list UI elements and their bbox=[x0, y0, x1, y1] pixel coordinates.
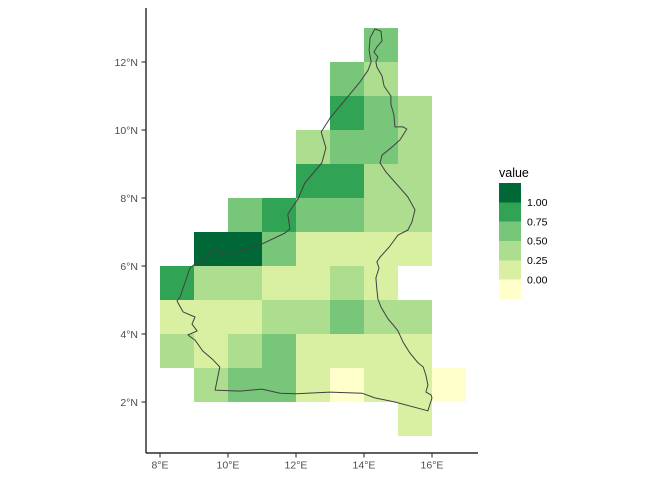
y-tick-label: 12°N bbox=[115, 57, 138, 69]
raster-cell bbox=[330, 62, 364, 96]
raster-cell bbox=[160, 300, 194, 334]
x-tick-label: 12°E bbox=[285, 460, 308, 472]
raster-cell bbox=[364, 232, 398, 266]
y-tick-label: 4°N bbox=[120, 329, 138, 341]
y-axis: 2°N 4°N 6°N 8°N 10°N 12°N bbox=[115, 8, 147, 453]
raster-cell bbox=[330, 232, 364, 266]
raster-cell bbox=[262, 300, 296, 334]
legend-label: 1.00 bbox=[527, 197, 548, 209]
x-tick-label: 10°E bbox=[217, 460, 240, 472]
raster-cell bbox=[296, 164, 330, 198]
legend-label: 0.00 bbox=[527, 274, 548, 286]
legend-key bbox=[499, 183, 521, 203]
raster-cell bbox=[296, 232, 330, 266]
raster-cell bbox=[194, 300, 228, 334]
y-tick-label: 10°N bbox=[115, 125, 138, 137]
x-tick-label: 16°E bbox=[421, 460, 444, 472]
raster-cell bbox=[262, 334, 296, 368]
raster-cell bbox=[194, 232, 228, 266]
legend-label: 0.50 bbox=[527, 236, 548, 248]
raster-cell bbox=[194, 266, 228, 300]
raster-cell bbox=[398, 164, 432, 198]
raster-cell bbox=[228, 266, 262, 300]
raster-cell bbox=[330, 266, 364, 300]
legend-label: 0.25 bbox=[527, 255, 548, 267]
raster-cell bbox=[398, 368, 432, 402]
raster-cell bbox=[330, 96, 364, 130]
raster-cell bbox=[398, 96, 432, 130]
raster-cell bbox=[398, 232, 432, 266]
raster-cell bbox=[296, 334, 330, 368]
raster-cell bbox=[262, 266, 296, 300]
raster-cell bbox=[364, 266, 398, 300]
legend-key bbox=[499, 221, 521, 241]
raster-cell bbox=[398, 334, 432, 368]
y-tick-label: 2°N bbox=[120, 397, 138, 409]
raster-cell bbox=[262, 368, 296, 402]
raster-cell bbox=[262, 232, 296, 266]
legend-key bbox=[499, 279, 521, 299]
map-panel bbox=[160, 28, 466, 436]
legend: value 1.00 0.75 0.50 0.25 0.00 bbox=[499, 166, 548, 299]
raster-cell bbox=[398, 300, 432, 334]
raster-cell bbox=[228, 334, 262, 368]
legend-key bbox=[499, 202, 521, 222]
raster-cell bbox=[194, 368, 228, 402]
raster-cell bbox=[330, 368, 364, 402]
raster-cell bbox=[296, 130, 330, 164]
raster-cell bbox=[228, 198, 262, 232]
raster-cell bbox=[364, 334, 398, 368]
country-outline bbox=[176, 28, 433, 412]
raster-cell bbox=[296, 266, 330, 300]
raster-cell bbox=[330, 300, 364, 334]
raster-cell bbox=[330, 334, 364, 368]
raster-cell bbox=[296, 198, 330, 232]
raster-cell bbox=[398, 198, 432, 232]
raster-cell bbox=[296, 300, 330, 334]
legend-title: value bbox=[499, 166, 529, 180]
raster-cell bbox=[364, 96, 398, 130]
y-tick-label: 8°N bbox=[120, 193, 138, 205]
legend-label: 0.75 bbox=[527, 216, 548, 228]
raster-cell bbox=[160, 334, 194, 368]
raster-cell bbox=[296, 368, 330, 402]
x-tick-label: 14°E bbox=[353, 460, 376, 472]
raster-cell bbox=[364, 164, 398, 198]
y-tick-label: 6°N bbox=[120, 261, 138, 273]
raster-cell bbox=[364, 300, 398, 334]
raster-cell bbox=[398, 130, 432, 164]
border-path bbox=[176, 28, 433, 412]
raster-cell bbox=[330, 198, 364, 232]
raster-cell bbox=[228, 300, 262, 334]
x-axis: 8°E 10°E 12°E 14°E 16°E bbox=[146, 452, 478, 472]
raster-cell bbox=[262, 198, 296, 232]
raster-cell bbox=[330, 164, 364, 198]
legend-key bbox=[499, 240, 521, 261]
raster-cell bbox=[330, 130, 364, 164]
raster-cell bbox=[364, 198, 398, 232]
x-tick-label: 8°E bbox=[151, 460, 168, 472]
legend-labels: 1.00 0.75 0.50 0.25 0.00 bbox=[527, 197, 548, 286]
raster-cell bbox=[432, 368, 466, 402]
legend-keys bbox=[499, 183, 521, 299]
raster-cell bbox=[228, 368, 262, 402]
legend-key bbox=[499, 260, 521, 280]
raster-cells bbox=[160, 28, 466, 436]
raster-cell bbox=[194, 334, 228, 368]
raster-cell bbox=[364, 62, 398, 96]
raster-cell bbox=[364, 368, 398, 402]
